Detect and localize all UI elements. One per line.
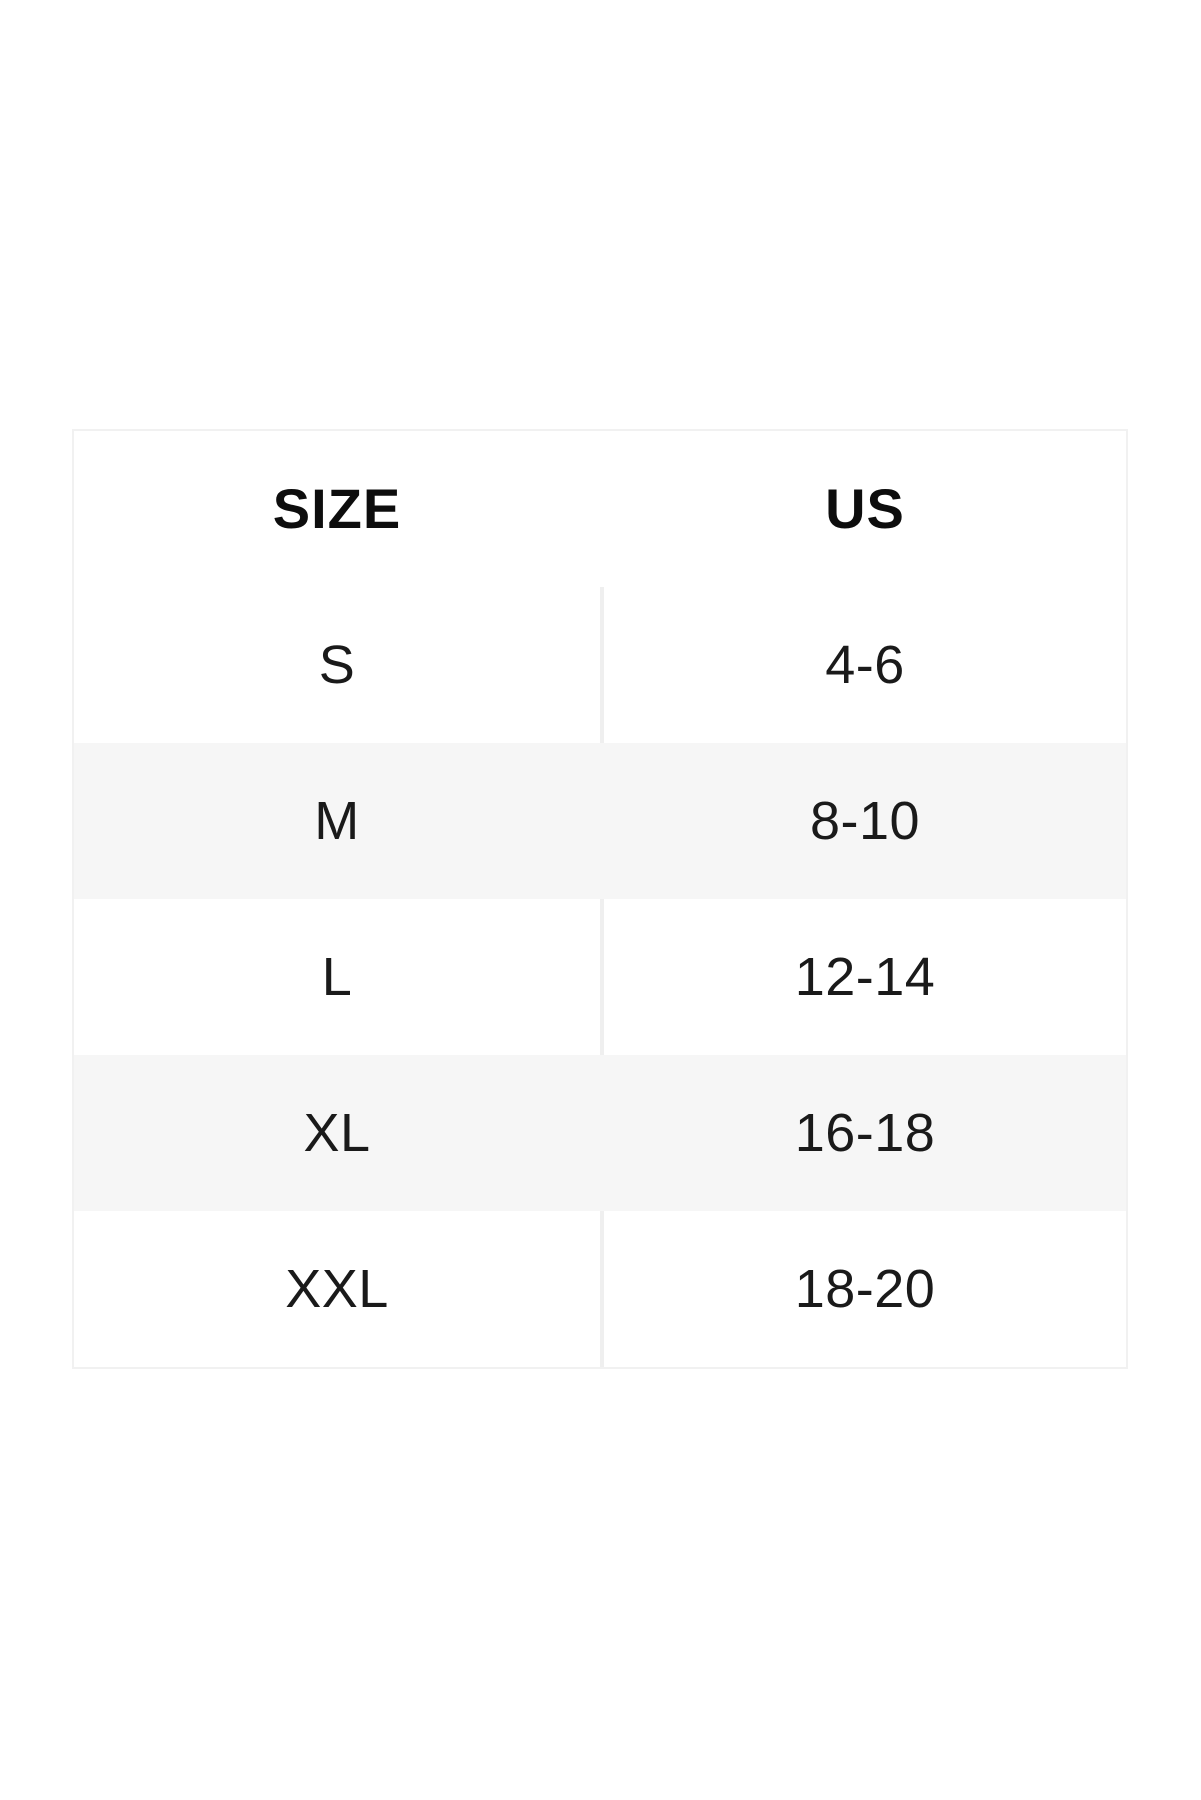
table-row: XXL 18-20: [74, 1211, 1126, 1367]
us-cell: 18-20: [600, 1211, 1126, 1367]
size-cell: L: [321, 947, 353, 1007]
us-cell: 16-18: [794, 1103, 936, 1163]
size-cell: XXL: [285, 1259, 389, 1319]
size-cell: XL: [303, 1103, 371, 1163]
us-cell: 12-14: [600, 899, 1126, 1055]
size-cell: M: [314, 791, 360, 851]
table-row: L 12-14: [74, 899, 1126, 1055]
table-row: M 8-10: [74, 743, 1126, 899]
table-row: S 4-6: [74, 587, 1126, 743]
header-cell-us: US: [825, 477, 905, 540]
header-cell-size: SIZE: [272, 477, 402, 540]
us-cell: 4-6: [600, 587, 1126, 743]
us-cell: 8-10: [809, 791, 921, 851]
size-chart-table: SIZE US S 4-6 M 8-10 L 12-14 XL 16-18 XX…: [72, 429, 1128, 1369]
table-row: XL 16-18: [74, 1055, 1126, 1211]
header-row: SIZE US: [74, 431, 1126, 587]
size-cell: S: [318, 635, 356, 695]
